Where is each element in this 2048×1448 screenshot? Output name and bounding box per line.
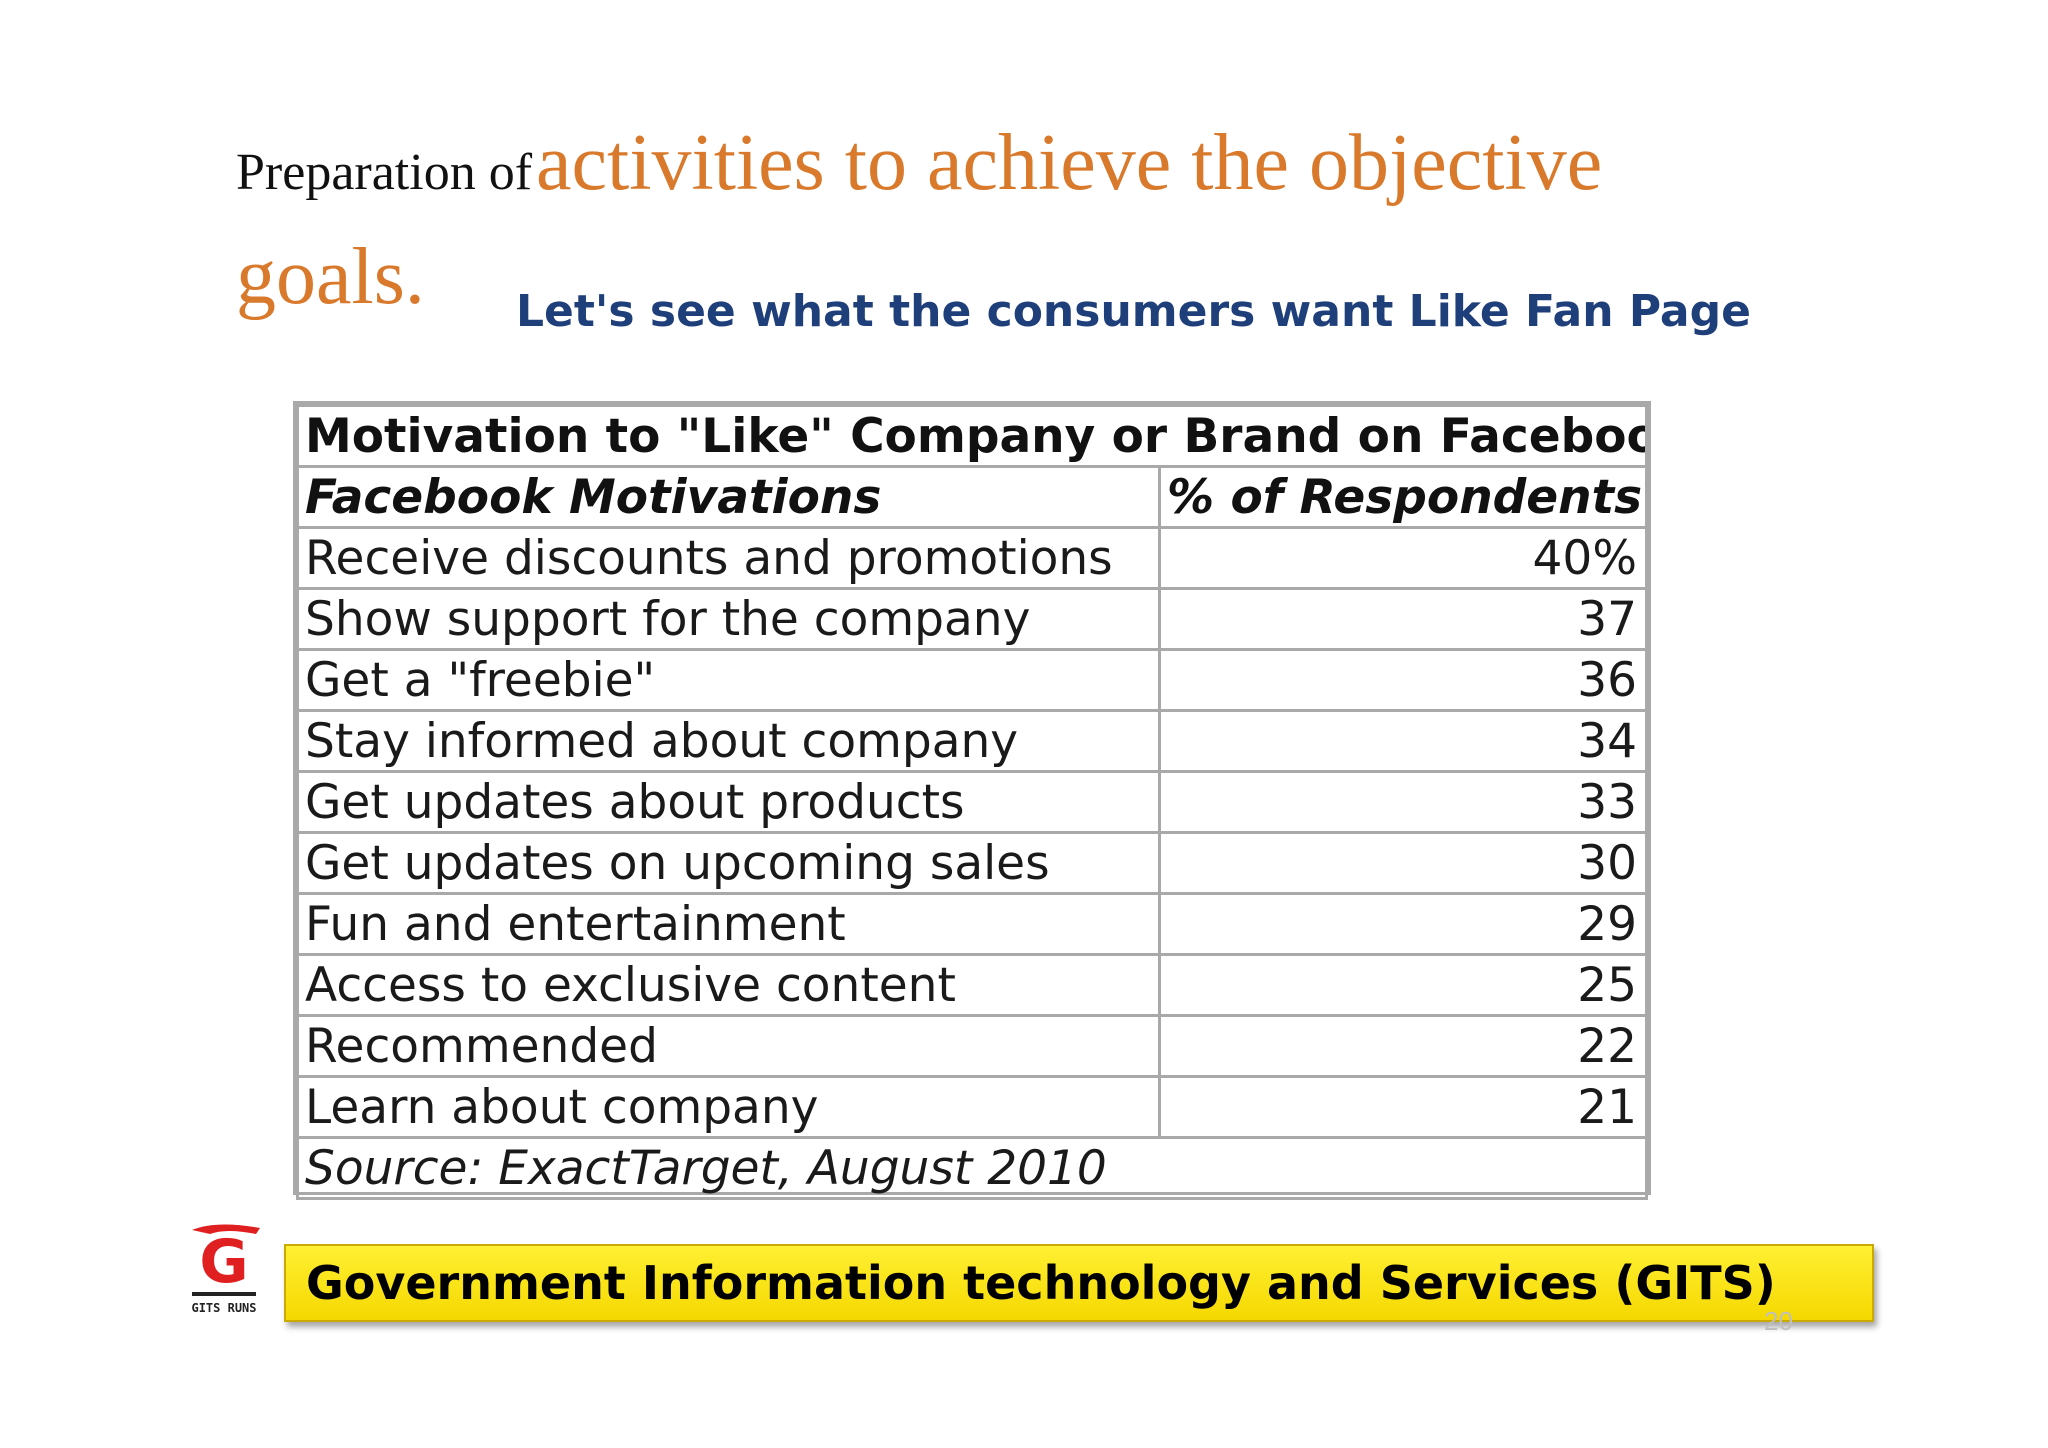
row-value: 21	[1158, 1075, 1648, 1139]
row-label: Show support for the company	[296, 587, 1161, 651]
row-label: Stay informed about company	[296, 709, 1161, 773]
table-caption-row: Motivation to "Like" Company or Brand on…	[296, 404, 1648, 468]
table-header-row: Facebook Motivations % of Respondents	[296, 465, 1648, 529]
row-value: 36	[1158, 648, 1648, 712]
footer-banner: Government Information technology and Se…	[284, 1244, 1874, 1322]
table-row: Show support for the company 37	[296, 587, 1648, 651]
title-highlight: activities to achieve the objective	[536, 119, 1603, 207]
title-prefix: Preparation of	[236, 144, 533, 201]
slide-title-line-1: Preparation of activities to achieve the…	[236, 118, 1602, 209]
table-caption: Motivation to "Like" Company or Brand on…	[296, 404, 1648, 468]
column-header-respondents: % of Respondents	[1158, 465, 1648, 529]
title-highlight-line-2: goals.	[236, 233, 425, 321]
table-row: Receive discounts and promotions 40%	[296, 526, 1648, 590]
row-label: Recommended	[296, 1014, 1161, 1078]
row-value: 30	[1158, 831, 1648, 895]
motivation-table: Motivation to "Like" Company or Brand on…	[296, 404, 1648, 1200]
table-row: Get updates on upcoming sales 30	[296, 831, 1648, 895]
row-value: 25	[1158, 953, 1648, 1017]
table-row: Get a "freebie" 36	[296, 648, 1648, 712]
row-label: Access to exclusive content	[296, 953, 1161, 1017]
slide-subtitle: Let's see what the consumers want Like F…	[516, 286, 1751, 337]
row-label: Get updates on upcoming sales	[296, 831, 1161, 895]
row-label: Learn about company	[296, 1075, 1161, 1139]
table-source-row: Source: ExactTarget, August 2010	[296, 1136, 1648, 1200]
row-value: 40%	[1158, 526, 1648, 590]
table-source: Source: ExactTarget, August 2010	[296, 1136, 1648, 1200]
table-row: Stay informed about company 34	[296, 709, 1648, 773]
logo-label: GITS RUNS	[191, 1301, 256, 1315]
table-row: Fun and entertainment 29	[296, 892, 1648, 956]
footer-text: Government Information technology and Se…	[306, 1256, 1776, 1310]
row-value: 37	[1158, 587, 1648, 651]
row-value: 33	[1158, 770, 1648, 834]
row-label: Get updates about products	[296, 770, 1161, 834]
motivation-table-image: Motivation to "Like" Company or Brand on…	[293, 401, 1651, 1200]
logo-letter: G	[199, 1227, 248, 1297]
page-number: 20	[1764, 1306, 1793, 1336]
table-row: Access to exclusive content 25	[296, 953, 1648, 1017]
table-row: Learn about company 21	[296, 1075, 1648, 1139]
row-label: Receive discounts and promotions	[296, 526, 1161, 590]
table-row: Get updates about products 33	[296, 770, 1648, 834]
row-label: Get a "freebie"	[296, 648, 1161, 712]
column-header-motivations: Facebook Motivations	[296, 465, 1161, 529]
gits-logo-icon: G GITS RUNS	[191, 1224, 260, 1315]
row-label: Fun and entertainment	[296, 892, 1161, 956]
row-value: 22	[1158, 1014, 1648, 1078]
row-value: 34	[1158, 709, 1648, 773]
table-row: Recommended 22	[296, 1014, 1648, 1078]
row-value: 29	[1158, 892, 1648, 956]
